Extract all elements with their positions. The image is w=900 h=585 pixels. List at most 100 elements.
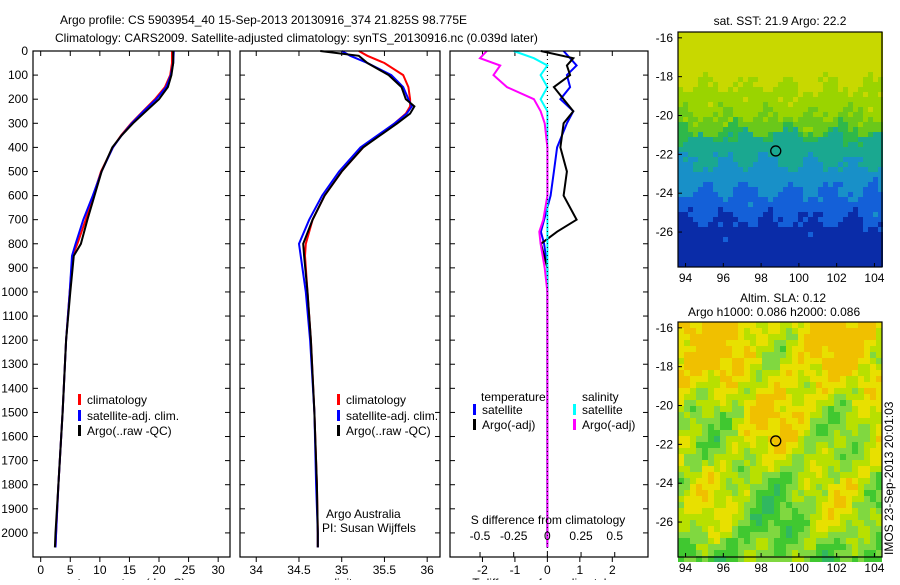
map-cell: [858, 212, 863, 217]
map-cell: [738, 137, 743, 142]
map-cell: [798, 112, 803, 117]
map-cell: [688, 37, 693, 42]
map-cell: [748, 52, 753, 57]
map-cell: [774, 424, 780, 430]
map-cell: [793, 42, 798, 47]
map-cell: [848, 162, 853, 167]
map-cell: [838, 222, 843, 227]
map-cell: [678, 526, 684, 532]
map-cell: [753, 257, 758, 262]
map-cell: [823, 67, 828, 72]
map-cell: [702, 346, 708, 352]
map-cell: [726, 532, 732, 538]
map-cell: [863, 212, 868, 217]
map-cell: [840, 328, 846, 334]
map-cell: [834, 394, 840, 400]
map-cell: [813, 232, 818, 237]
map-cell: [768, 87, 773, 92]
map-cell: [876, 466, 882, 472]
map-cell: [798, 454, 804, 460]
map-cell: [713, 177, 718, 182]
map-cell: [798, 424, 804, 430]
map-cell: [683, 37, 688, 42]
map-cell: [853, 97, 858, 102]
map-cell: [758, 242, 763, 247]
map-cell: [718, 237, 723, 242]
map-cell: [768, 376, 774, 382]
map-cell: [813, 252, 818, 257]
map-cell: [714, 484, 720, 490]
map-cell: [828, 67, 833, 72]
map-cell: [763, 52, 768, 57]
map-cell: [858, 454, 864, 460]
map-cell: [750, 454, 756, 460]
map-cell: [690, 466, 696, 472]
map-cell: [693, 247, 698, 252]
map-cell: [738, 400, 744, 406]
map-cell: [818, 192, 823, 197]
map-cell: [846, 550, 852, 556]
map-cell: [758, 87, 763, 92]
map-cell: [768, 117, 773, 122]
map-cell: [853, 67, 858, 72]
map-cell: [828, 82, 833, 87]
map-cell: [763, 127, 768, 132]
map-cell: [803, 112, 808, 117]
map-cell: [678, 388, 684, 394]
map-cell: [683, 172, 688, 177]
map-cell: [858, 182, 863, 187]
map-cell: [762, 532, 768, 538]
map-cell: [748, 117, 753, 122]
map-cell: [684, 490, 690, 496]
map-cell: [733, 167, 738, 172]
map-cell: [853, 112, 858, 117]
map-cell: [823, 117, 828, 122]
map-cell: [758, 107, 763, 112]
map-cell: [864, 370, 870, 376]
map-cell: [808, 252, 813, 257]
map-cell: [846, 508, 852, 514]
map-cell: [858, 102, 863, 107]
map-cell: [783, 152, 788, 157]
map-cell: [876, 442, 882, 448]
map-cell: [828, 32, 833, 37]
map-cell: [756, 358, 762, 364]
map-cell: [828, 262, 833, 267]
map-cell: [873, 197, 878, 202]
map-cell: [708, 192, 713, 197]
map-cell: [718, 232, 723, 237]
map-cell: [852, 328, 858, 334]
map-cell: [732, 382, 738, 388]
map-cell: [762, 436, 768, 442]
map-cell: [750, 346, 756, 352]
map-cell: [774, 466, 780, 472]
map-cell: [858, 52, 863, 57]
x-axis-label: T difference from climatology: [472, 576, 626, 580]
x-tick-label: 94: [679, 561, 693, 575]
map-cell: [823, 202, 828, 207]
map-cell: [708, 472, 714, 478]
map-cell: [864, 388, 870, 394]
map-cell: [748, 92, 753, 97]
map-cell: [816, 328, 822, 334]
map-cell: [683, 202, 688, 207]
map-cell: [828, 167, 833, 172]
map-cell: [743, 62, 748, 67]
map-cell: [733, 177, 738, 182]
map-cell: [714, 412, 720, 418]
map-cell: [810, 502, 816, 508]
map-cell: [703, 247, 708, 252]
map-cell: [873, 237, 878, 242]
map-cell: [873, 167, 878, 172]
map-cell: [718, 157, 723, 162]
map-cell: [748, 167, 753, 172]
map-cell: [816, 460, 822, 466]
map-cell: [788, 102, 793, 107]
map-cell: [858, 37, 863, 42]
map-cell: [748, 127, 753, 132]
map-cell: [878, 97, 883, 102]
map-cell: [698, 177, 703, 182]
map-cell: [773, 102, 778, 107]
map-cell: [773, 47, 778, 52]
map-cell: [758, 42, 763, 47]
